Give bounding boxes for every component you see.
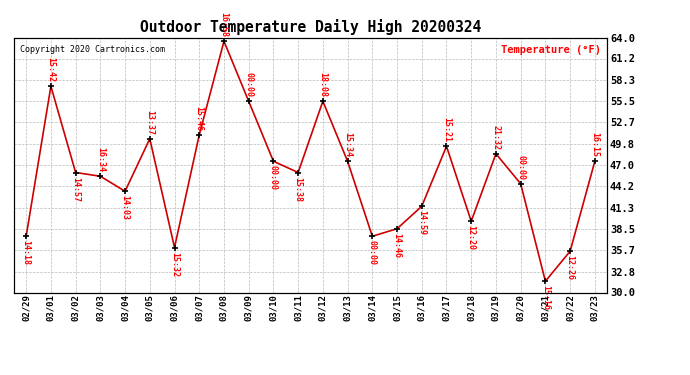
Text: 14:57: 14:57 — [71, 177, 80, 202]
Text: 16:58: 16:58 — [219, 12, 228, 37]
Text: 15:38: 15:38 — [294, 177, 303, 202]
Text: 15:34: 15:34 — [343, 132, 352, 157]
Text: 15:16: 15:16 — [541, 285, 550, 310]
Text: 13:37: 13:37 — [146, 110, 155, 135]
Text: 18:08: 18:08 — [318, 72, 327, 97]
Text: 15:42: 15:42 — [46, 57, 55, 82]
Text: 16:34: 16:34 — [96, 147, 105, 172]
Text: 12:20: 12:20 — [466, 225, 475, 251]
Text: 16:15: 16:15 — [591, 132, 600, 157]
Text: 14:46: 14:46 — [393, 233, 402, 258]
Text: 00:00: 00:00 — [516, 154, 525, 180]
Text: 14:59: 14:59 — [417, 210, 426, 236]
Text: 00:00: 00:00 — [244, 72, 253, 97]
Text: 15:32: 15:32 — [170, 252, 179, 277]
Text: 21:32: 21:32 — [491, 124, 500, 150]
Text: 14:03: 14:03 — [121, 195, 130, 220]
Text: Copyright 2020 Cartronics.com: Copyright 2020 Cartronics.com — [20, 45, 165, 54]
Text: 15:46: 15:46 — [195, 106, 204, 131]
Text: 15:21: 15:21 — [442, 117, 451, 142]
Text: Temperature (°F): Temperature (°F) — [501, 45, 601, 55]
Text: 00:00: 00:00 — [269, 165, 278, 190]
Text: 12:26: 12:26 — [566, 255, 575, 280]
Text: 14:18: 14:18 — [21, 240, 30, 266]
Title: Outdoor Temperature Daily High 20200324: Outdoor Temperature Daily High 20200324 — [140, 19, 481, 35]
Text: 00:00: 00:00 — [368, 240, 377, 266]
